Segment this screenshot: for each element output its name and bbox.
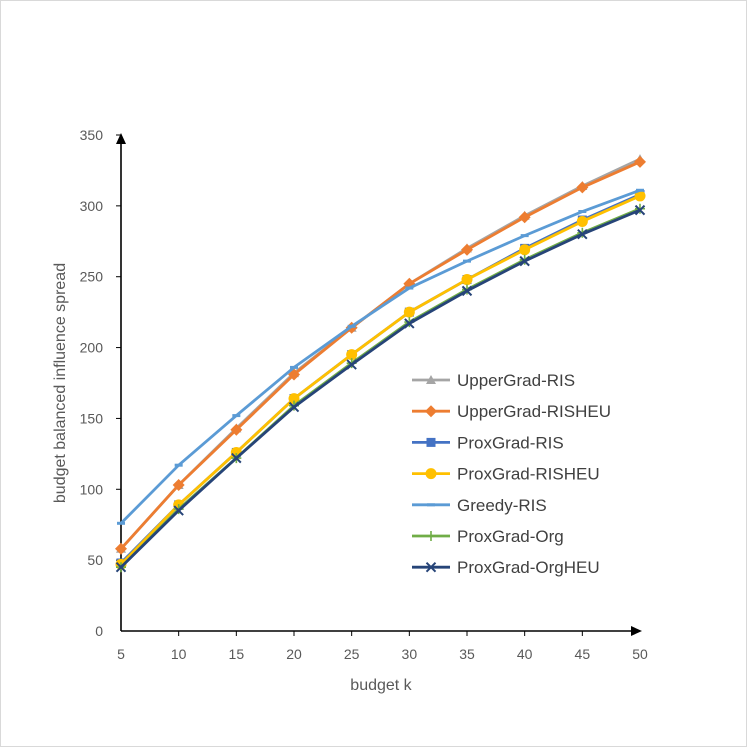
- data-point: [519, 244, 531, 256]
- legend-swatch-marker: [426, 531, 436, 541]
- legend-item: Greedy-RIS: [412, 496, 547, 515]
- x-tick-label: 25: [344, 646, 360, 662]
- x-tick-label: 20: [286, 646, 302, 662]
- data-point: [520, 234, 529, 238]
- data-point: [346, 359, 357, 370]
- data-point: [174, 463, 183, 467]
- legend-swatch-marker: [425, 468, 437, 480]
- data-point: [346, 349, 358, 361]
- legend-swatch-marker: [426, 375, 436, 384]
- legend-label: Greedy-RIS: [457, 496, 547, 515]
- legend-swatch-marker: [425, 561, 437, 573]
- data-point: [404, 318, 415, 329]
- legend-item: UpperGrad-RIS: [412, 371, 575, 390]
- data-point: [461, 274, 473, 286]
- legend-label: UpperGrad-RISHEU: [457, 402, 611, 421]
- y-axis-title: budget balanced influence spread: [52, 263, 69, 503]
- series-proxgrad-orgheu: [115, 204, 646, 573]
- data-point: [230, 423, 243, 436]
- legend-item: ProxGrad-RISHEU: [412, 465, 600, 484]
- y-tick-label: 300: [80, 198, 104, 214]
- x-tick-label: 30: [402, 646, 418, 662]
- legend: UpperGrad-RIS UpperGrad-RISHEU ProxGrad-RI…: [412, 371, 611, 577]
- y-tick-label: 0: [95, 623, 103, 639]
- legend-label: ProxGrad-RIS: [457, 433, 564, 452]
- data-point: [173, 505, 184, 516]
- data-point: [635, 203, 645, 214]
- data-point: [117, 521, 125, 525]
- legend-item: ProxGrad-Org: [412, 527, 564, 546]
- legend-item: ProxGrad-OrgHEU: [412, 558, 600, 577]
- y-tick-label: 100: [80, 481, 104, 497]
- data-point: [634, 190, 646, 202]
- series-layer: [115, 154, 646, 573]
- data-point: [634, 155, 646, 168]
- y-tick-label: 50: [87, 552, 103, 568]
- y-tick-label: 350: [80, 127, 104, 143]
- legend-item: UpperGrad-RISHEU: [412, 402, 611, 421]
- data-point: [461, 243, 473, 256]
- legend-label: UpperGrad-RIS: [457, 371, 575, 390]
- data-point: [288, 393, 300, 405]
- data-point: [634, 204, 646, 216]
- legend-item: ProxGrad-RIS: [412, 433, 564, 452]
- y-ticks: 0 50 100 150 200 250 300 350: [80, 127, 121, 639]
- x-tick-label: 40: [517, 646, 533, 662]
- data-point: [636, 188, 644, 192]
- series-greedy-ris: [117, 188, 644, 525]
- series-line: [119, 194, 641, 566]
- y-tick-label: 200: [80, 340, 104, 356]
- data-point: [576, 181, 589, 194]
- y-tick-label: 250: [80, 269, 104, 285]
- data-point: [290, 365, 298, 369]
- x-ticks: 5 10 15 20 25 30 35 40 45 50: [117, 631, 648, 662]
- legend-swatch-marker: [427, 503, 435, 507]
- data-point: [576, 215, 588, 227]
- data-point: [172, 479, 185, 492]
- x-axis-arrowhead: [631, 626, 642, 636]
- data-point: [115, 562, 127, 573]
- data-point: [403, 306, 415, 318]
- data-point: [518, 211, 531, 224]
- data-point: [461, 285, 473, 297]
- y-axis-arrowhead: [116, 133, 126, 144]
- data-point: [519, 255, 530, 267]
- data-point: [288, 401, 300, 413]
- y-tick-label: 150: [80, 410, 104, 426]
- x-tick-label: 35: [459, 646, 475, 662]
- series-line: [120, 188, 641, 525]
- legend-label: ProxGrad-OrgHEU: [457, 558, 600, 577]
- x-tick-label: 15: [229, 646, 245, 662]
- legend-label: ProxGrad-Org: [457, 527, 564, 546]
- legend-swatch-marker: [426, 437, 436, 447]
- data-point: [231, 452, 242, 464]
- data-point: [578, 210, 587, 214]
- legend-label: ProxGrad-RISHEU: [457, 465, 600, 484]
- data-point: [463, 259, 471, 263]
- data-point: [232, 414, 241, 418]
- x-tick-label: 50: [632, 646, 648, 662]
- data-point: [115, 542, 127, 555]
- legend-swatch-marker: [425, 405, 437, 418]
- data-point: [577, 228, 588, 240]
- series-line: [120, 208, 641, 569]
- x-tick-label: 45: [575, 646, 591, 662]
- data-point: [347, 324, 356, 328]
- x-tick-label: 10: [171, 646, 187, 662]
- x-axis-title: budget k: [350, 677, 412, 694]
- data-point: [405, 286, 414, 290]
- x-tick-label: 5: [117, 646, 125, 662]
